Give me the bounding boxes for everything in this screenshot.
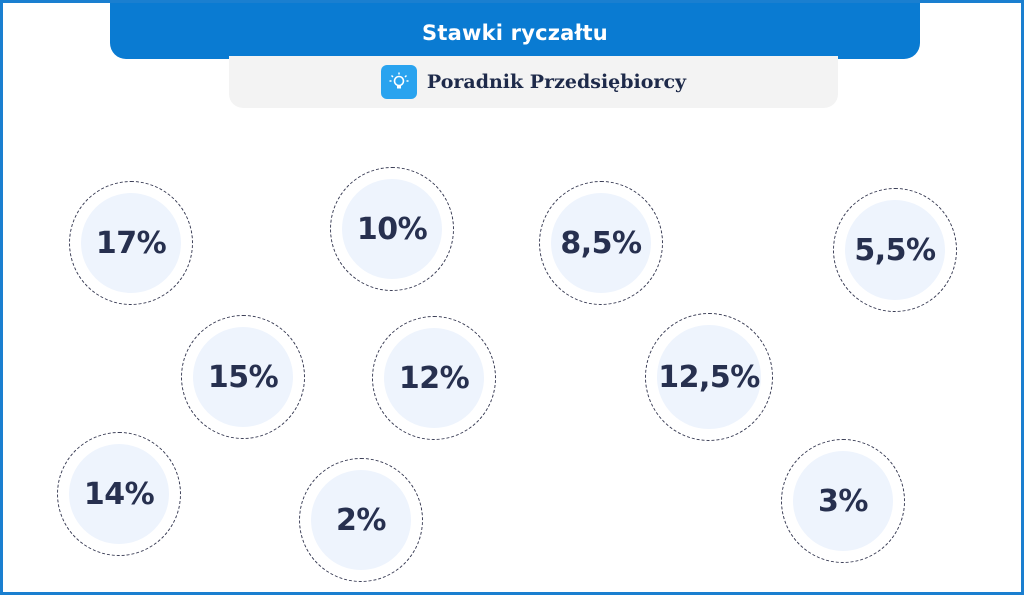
rate-badge-17: 17%: [69, 181, 193, 305]
rate-badge-5-5: 5,5%: [833, 188, 957, 312]
brand-name: Poradnik Przedsiębiorcy: [426, 71, 687, 93]
rate-badge-10: 10%: [330, 167, 454, 291]
rate-label: 3%: [818, 483, 868, 519]
rate-label: 10%: [356, 211, 428, 247]
rate-badge-2: 2%: [299, 458, 423, 582]
rate-label: 17%: [95, 225, 167, 261]
rate-badge-12: 12%: [372, 316, 496, 440]
brand-bar: Poradnik Przedsiębiorcy: [229, 56, 838, 108]
lightbulb-icon: [380, 65, 417, 99]
rate-label: 12%: [398, 360, 470, 396]
rate-badge-15: 15%: [181, 315, 305, 439]
rate-label: 15%: [207, 359, 279, 395]
title-banner: Stawki ryczałtu: [110, 3, 920, 59]
rate-label: 14%: [83, 476, 155, 512]
rate-badge-14: 14%: [57, 432, 181, 556]
rate-label: 12,5%: [658, 359, 760, 395]
rate-label: 2%: [336, 502, 386, 538]
rate-label: 5,5%: [854, 232, 936, 268]
rate-badge-12-5: 12,5%: [645, 313, 773, 441]
rate-badge-3: 3%: [781, 439, 905, 563]
rate-badge-8-5: 8,5%: [539, 181, 663, 305]
page-title: Stawki ryczałtu: [422, 21, 608, 45]
rate-label: 8,5%: [560, 225, 642, 261]
